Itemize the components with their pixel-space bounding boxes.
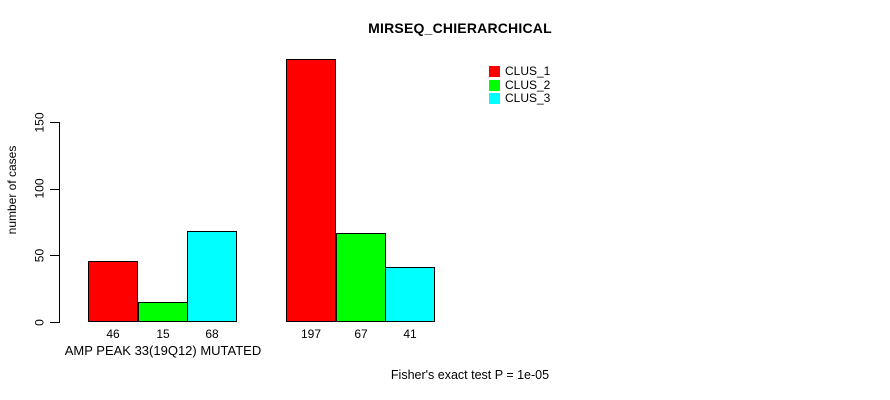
legend-label: CLUS_1 xyxy=(505,64,551,78)
legend-swatch xyxy=(489,66,500,77)
chart-title: MIRSEQ_CHIERARCHICAL xyxy=(368,20,552,36)
bar-clus_1-group2 xyxy=(286,59,336,322)
y-tick-mark xyxy=(50,122,59,123)
bar-clus_1-group1 xyxy=(88,261,138,322)
y-tick-mark xyxy=(50,189,59,190)
bar-value-label: 15 xyxy=(156,327,170,341)
y-axis-label: number of cases xyxy=(5,145,19,235)
bar-value-label: 67 xyxy=(354,327,368,341)
bar-clus_2-group1 xyxy=(138,302,188,322)
x-group-label: AMP PEAK 33(19Q12) MUTATED xyxy=(64,343,262,358)
legend-label: CLUS_3 xyxy=(505,91,551,105)
y-axis-line xyxy=(59,122,60,323)
legend-swatch xyxy=(489,93,500,104)
y-tick-label: 150 xyxy=(32,112,47,133)
y-tick-label: 50 xyxy=(32,248,47,263)
bar-value-label: 68 xyxy=(205,327,219,341)
y-tick-mark xyxy=(50,255,59,256)
y-tick-label: 100 xyxy=(32,178,47,199)
bar-clus_3-group2 xyxy=(385,267,435,322)
bar-clus_3-group1 xyxy=(187,231,237,322)
bar-value-label: 46 xyxy=(106,327,120,341)
y-tick-mark xyxy=(50,322,59,323)
bar-clus_2-group2 xyxy=(336,233,386,322)
legend-swatch xyxy=(489,80,500,91)
stat-annotation: Fisher's exact test P = 1e-05 xyxy=(390,368,550,382)
bar-value-label: 197 xyxy=(300,327,322,341)
legend-label: CLUS_2 xyxy=(505,78,551,92)
y-tick-label: 0 xyxy=(32,319,47,326)
bar-value-label: 41 xyxy=(403,327,417,341)
